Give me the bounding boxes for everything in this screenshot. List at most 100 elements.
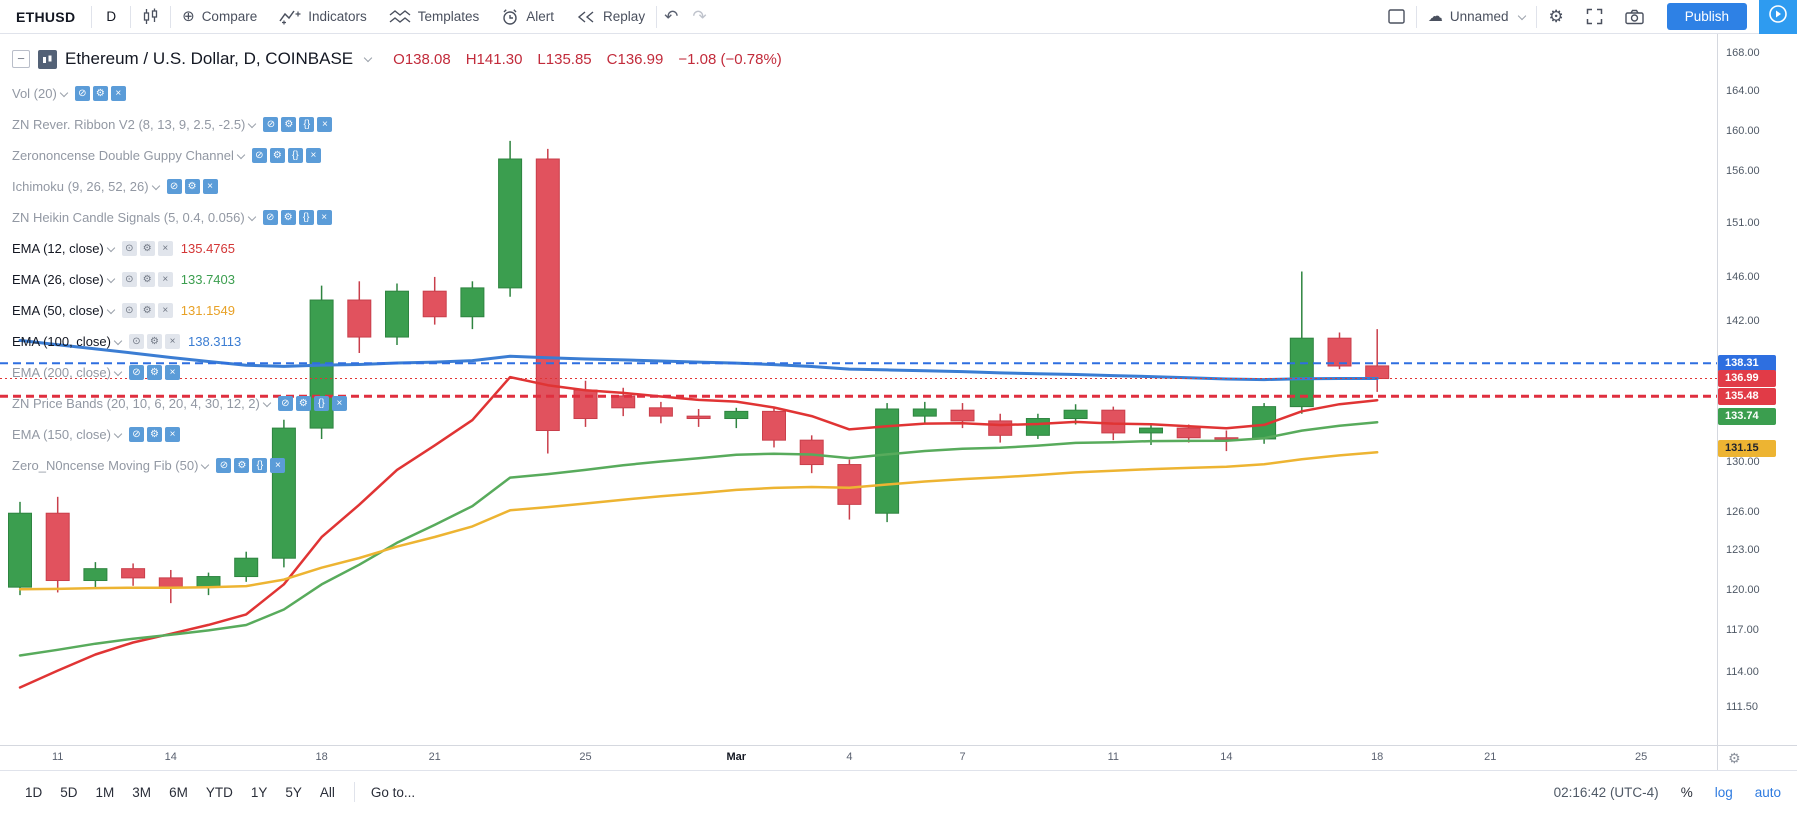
panel-toggle-button[interactable] [1759,0,1797,34]
source-code-icon[interactable]: {} [287,148,303,163]
candle-body[interactable] [762,410,786,441]
symbol-title[interactable]: Ethereum / U.S. Dollar, D, COINBASE [65,49,354,68]
candle-body[interactable] [158,577,183,588]
alert-button[interactable]: Alert [490,0,565,34]
candle-body[interactable] [988,420,1013,436]
visibility-icon[interactable]: ⊙ [121,241,137,256]
indicator-label[interactable]: EMA (50, close) [12,303,104,318]
chart-settings-button[interactable]: ⚙ [1537,0,1574,34]
remove-icon[interactable]: × [165,365,180,380]
remove-icon[interactable]: × [270,458,286,473]
indicator-label[interactable]: EMA (26, close) [12,272,104,287]
visibility-icon[interactable]: ⊙ [121,303,137,318]
candle-body[interactable] [875,408,900,514]
candle-body[interactable] [1327,337,1352,367]
remove-icon[interactable]: × [157,272,173,287]
candle-body[interactable] [121,568,146,579]
candle-body[interactable] [912,408,937,417]
candle-body[interactable] [799,439,824,466]
source-code-icon[interactable]: {} [252,458,268,473]
settings-icon[interactable]: ⚙ [280,210,296,225]
candle-body[interactable] [45,512,70,582]
settings-icon[interactable]: ⚙ [147,427,162,442]
candle-body[interactable] [1101,409,1126,434]
chart-style-button[interactable] [131,0,170,34]
legend-collapse-button[interactable]: − [12,50,30,68]
candle-body[interactable] [950,409,975,422]
indicator-label[interactable]: ZN Heikin Candle Signals (5, 0.4, 0.056) [12,210,245,225]
ema-50-line[interactable] [18,451,1379,591]
range-ytd[interactable]: YTD [205,784,233,800]
range-3m[interactable]: 3M [132,784,152,800]
remove-icon[interactable]: × [165,334,180,349]
candle-body[interactable] [837,464,862,505]
remove-icon[interactable]: × [157,303,173,318]
visibility-icon[interactable]: ⊙ [121,272,137,287]
remove-icon[interactable]: × [305,148,321,163]
symbol-button[interactable]: ETHUSD [16,8,76,25]
range-1m[interactable]: 1M [95,784,115,800]
settings-icon[interactable]: ⚙ [234,458,250,473]
axis-settings-gear-icon[interactable]: ⚙ [1728,750,1741,766]
price-axis[interactable]: ⚙ 168.00 164.00 160.00 156.00 151.00 146.00 14… [1717,34,1797,770]
indicator-label[interactable]: EMA (100, close) [12,334,111,349]
interval-button[interactable]: D [106,9,117,24]
range-5d[interactable]: 5D [60,784,78,800]
visibility-off-icon[interactable]: ⊘ [166,179,182,194]
layout-name-button[interactable]: ☁ Unnamed [1417,0,1537,34]
range-6m[interactable]: 6M [169,784,188,800]
settings-icon[interactable]: ⚙ [147,334,162,349]
source-code-icon[interactable]: {} [313,396,329,411]
candle-body[interactable] [347,299,372,338]
publish-button[interactable]: Publish [1666,3,1747,30]
visibility-off-icon[interactable]: ⊘ [251,148,267,163]
settings-icon[interactable]: ⚙ [139,272,155,287]
visibility-off-icon[interactable]: ⊘ [74,86,90,101]
indicator-label[interactable]: Vol (20) [12,86,57,101]
remove-icon[interactable]: × [157,241,173,256]
indicator-label[interactable]: ZN Price Bands (20, 10, 6, 20, 4, 30, 12… [12,396,260,411]
snapshot-button[interactable] [1614,0,1655,34]
range-all[interactable]: All [319,784,335,800]
candle-body[interactable] [1025,418,1050,436]
ema-12-line[interactable] [18,375,1379,689]
candle-body[interactable] [1289,337,1314,408]
indicators-button[interactable]: Indicators [268,0,378,34]
candle-body[interactable] [196,576,221,588]
remove-icon[interactable]: × [331,396,347,411]
candle-body[interactable] [1214,437,1239,440]
redo-button[interactable]: ↷ [692,6,707,26]
candle-body[interactable] [724,410,749,420]
visibility-icon[interactable]: ⊙ [129,334,144,349]
remove-icon[interactable]: × [317,117,333,132]
candle-body[interactable] [686,415,711,420]
settings-icon[interactable]: ⚙ [139,241,155,256]
indicator-label[interactable]: Ichimoku (9, 26, 52, 26) [12,179,149,194]
indicator-label[interactable]: ZN Rever. Ribbon V2 (8, 13, 9, 2.5, -2.5… [12,117,246,132]
range-5y[interactable]: 5Y [285,784,302,800]
indicator-label[interactable]: Zero_N0ncense Moving Fib (50) [12,458,199,473]
range-1y[interactable]: 1Y [250,784,268,800]
ema-26-line[interactable] [18,420,1379,657]
layout-button[interactable] [1377,0,1416,34]
settings-icon[interactable]: ⚙ [269,148,285,163]
candle-body[interactable] [83,568,108,582]
candle-body[interactable] [385,290,409,338]
visibility-off-icon[interactable]: ⊘ [216,458,232,473]
visibility-off-icon[interactable]: ⊘ [277,396,293,411]
indicator-label[interactable]: Zerononcense Double Guppy Channel [12,148,234,163]
time-axis[interactable]: 11 14 18 21 25 Mar 4 7 11 14 18 21 25 [0,745,1717,770]
candle-body[interactable] [1063,409,1088,420]
settings-icon[interactable]: ⚙ [295,396,311,411]
remove-icon[interactable]: × [110,86,126,101]
source-code-icon[interactable]: {} [299,117,315,132]
clock-display[interactable]: 02:16:42 (UTC-4) [1553,784,1659,800]
replay-button[interactable]: Replay [565,0,656,34]
fullscreen-button[interactable] [1575,0,1614,34]
price-chart[interactable] [0,34,1717,745]
ema-100-line[interactable] [18,338,1379,382]
log-scale-button[interactable]: log [1714,784,1733,800]
candle-body[interactable] [1139,427,1163,434]
compare-button[interactable]: ⊕ Compare [171,0,268,34]
visibility-off-icon[interactable]: ⊘ [129,365,144,380]
